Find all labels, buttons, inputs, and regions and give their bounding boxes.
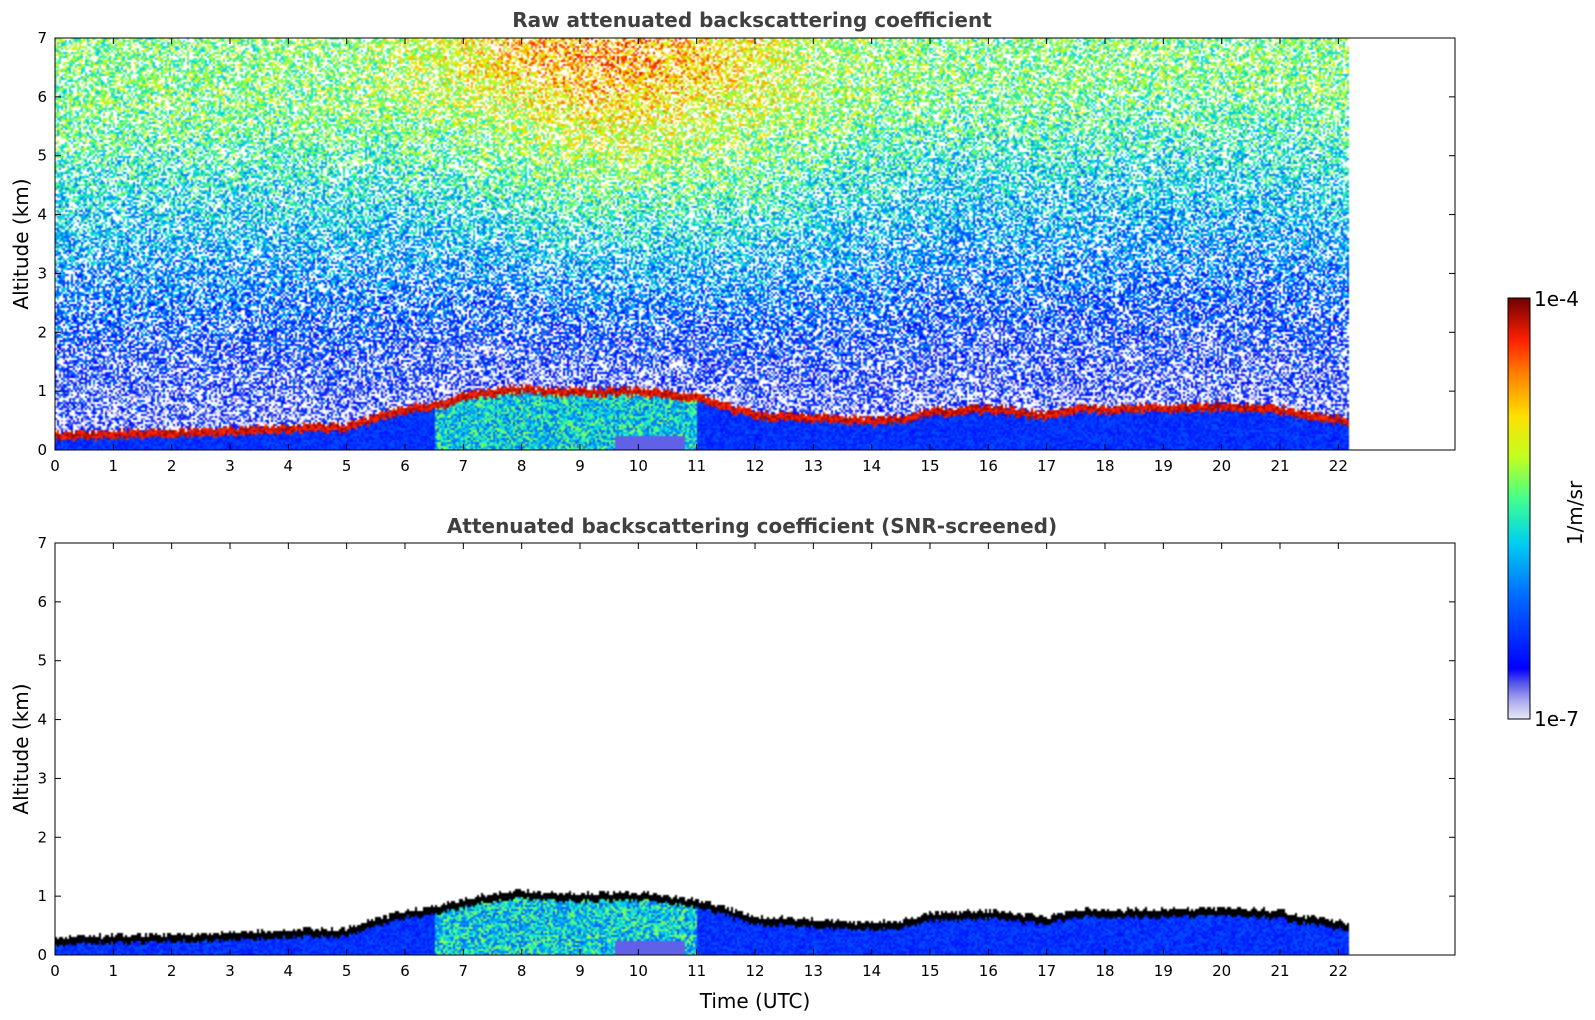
x-tick-label: 0 bbox=[50, 962, 60, 980]
x-tick-label: 21 bbox=[1270, 457, 1289, 475]
x-tick-label: 2 bbox=[167, 457, 177, 475]
y-tick-label: 2 bbox=[37, 828, 47, 846]
screened-panel-title: Attenuated backscattering coefficient (S… bbox=[447, 514, 1057, 538]
raw-y-axis-label: Altitude (km) bbox=[9, 178, 33, 309]
x-tick-label: 18 bbox=[1095, 457, 1114, 475]
raw-backscatter-heatmap bbox=[55, 38, 1455, 450]
x-tick-label: 4 bbox=[284, 962, 294, 980]
x-tick-label: 22 bbox=[1329, 962, 1348, 980]
x-tick-label: 10 bbox=[629, 457, 648, 475]
screened-backscatter-heatmap bbox=[55, 543, 1455, 955]
x-tick-label: 16 bbox=[979, 457, 998, 475]
x-tick-label: 11 bbox=[687, 457, 706, 475]
colorbar: 1e-4 1e-7 1/m/sr bbox=[1507, 287, 1587, 731]
x-tick-label: 22 bbox=[1329, 457, 1348, 475]
x-tick-label: 19 bbox=[1154, 457, 1173, 475]
raw-y-ticks: 0 1 2 3 4 5 6 7 bbox=[37, 29, 1455, 459]
y-tick-label: 1 bbox=[37, 382, 47, 400]
x-tick-label: 10 bbox=[629, 962, 648, 980]
x-tick-label: 4 bbox=[284, 457, 294, 475]
x-tick-label: 15 bbox=[920, 962, 939, 980]
x-axis-label: Time (UTC) bbox=[699, 989, 811, 1013]
x-tick-label: 20 bbox=[1212, 457, 1231, 475]
x-tick-label: 19 bbox=[1154, 962, 1173, 980]
x-tick-label: 14 bbox=[862, 962, 881, 980]
x-tick-label: 18 bbox=[1095, 962, 1114, 980]
x-tick-label: 6 bbox=[400, 457, 410, 475]
colorbar-unit-label: 1/m/sr bbox=[1563, 480, 1587, 545]
x-tick-label: 3 bbox=[225, 457, 235, 475]
x-tick-label: 21 bbox=[1270, 962, 1289, 980]
x-tick-label: 8 bbox=[517, 457, 527, 475]
x-tick-label: 17 bbox=[1037, 457, 1056, 475]
x-tick-label: 12 bbox=[745, 962, 764, 980]
x-tick-label: 5 bbox=[342, 962, 352, 980]
x-tick-label: 13 bbox=[804, 457, 823, 475]
x-tick-label: 7 bbox=[459, 457, 469, 475]
x-tick-label: 7 bbox=[459, 962, 469, 980]
y-tick-label: 7 bbox=[37, 29, 47, 47]
y-tick-label: 4 bbox=[37, 206, 47, 224]
x-tick-label: 16 bbox=[979, 962, 998, 980]
raw-panel-title: Raw attenuated backscattering coefficien… bbox=[512, 8, 992, 32]
colorbar-gradient bbox=[1507, 297, 1531, 720]
colorbar-min-label: 1e-7 bbox=[1534, 707, 1579, 731]
screened-y-axis-label: Altitude (km) bbox=[9, 683, 33, 814]
y-tick-label: 0 bbox=[37, 441, 47, 459]
y-tick-label: 4 bbox=[37, 711, 47, 729]
screened-x-ticks: 0 1 2 3 4 5 6 7 8 9 10 11 12 13 14 15 16 17 18 19 20 21 22 bbox=[50, 543, 1348, 980]
y-tick-label: 5 bbox=[37, 652, 47, 670]
x-tick-label: 8 bbox=[517, 962, 527, 980]
y-tick-label: 7 bbox=[37, 534, 47, 552]
colorbar-max-label: 1e-4 bbox=[1534, 287, 1579, 311]
x-tick-label: 11 bbox=[687, 962, 706, 980]
x-tick-label: 12 bbox=[745, 457, 764, 475]
raw-x-ticks: 0 1 2 3 4 5 6 7 8 9 10 11 12 13 14 15 16 17 18 19 20 21 22 bbox=[50, 38, 1348, 475]
x-tick-label: 3 bbox=[225, 962, 235, 980]
y-tick-label: 6 bbox=[37, 593, 47, 611]
x-tick-label: 5 bbox=[342, 457, 352, 475]
y-tick-label: 5 bbox=[37, 147, 47, 165]
y-tick-label: 0 bbox=[37, 946, 47, 964]
y-tick-label: 3 bbox=[37, 264, 47, 282]
raw-backscatter-panel: Raw attenuated backscattering coefficien… bbox=[9, 8, 1456, 475]
x-tick-label: 6 bbox=[400, 962, 410, 980]
x-tick-label: 2 bbox=[167, 962, 177, 980]
screened-y-ticks: 0 1 2 3 4 5 6 7 bbox=[37, 534, 1455, 964]
x-tick-label: 15 bbox=[920, 457, 939, 475]
x-tick-label: 20 bbox=[1212, 962, 1231, 980]
x-tick-label: 1 bbox=[109, 457, 119, 475]
x-tick-label: 0 bbox=[50, 457, 60, 475]
x-tick-label: 17 bbox=[1037, 962, 1056, 980]
x-tick-label: 1 bbox=[109, 962, 119, 980]
y-tick-label: 6 bbox=[37, 88, 47, 106]
screened-backscatter-panel: Attenuated backscattering coefficient (S… bbox=[9, 514, 1456, 1013]
y-tick-label: 1 bbox=[37, 887, 47, 905]
y-tick-label: 3 bbox=[37, 769, 47, 787]
x-tick-label: 13 bbox=[804, 962, 823, 980]
x-tick-label: 9 bbox=[575, 457, 585, 475]
x-tick-label: 14 bbox=[862, 457, 881, 475]
x-tick-label: 9 bbox=[575, 962, 585, 980]
y-tick-label: 2 bbox=[37, 323, 47, 341]
